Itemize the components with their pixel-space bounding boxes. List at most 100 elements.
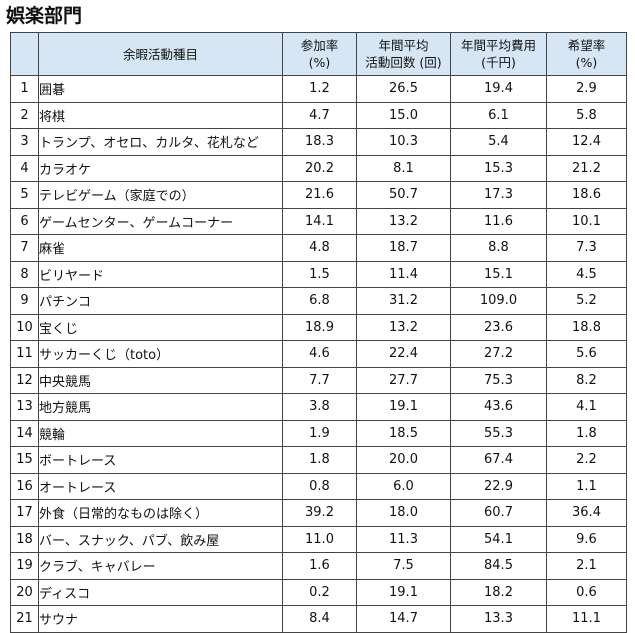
- participation-cell: 11.0: [282, 525, 357, 553]
- table-row: 15 ボートレース 1.8 20.0 67.4 2.2: [10, 446, 627, 474]
- participation-cell: 3.8: [282, 393, 357, 421]
- frequency-cell: 19.1: [356, 578, 451, 606]
- desire-cell: 5.8: [546, 101, 627, 129]
- desire-cell: 21.2: [546, 154, 627, 182]
- frequency-cell: 11.4: [356, 260, 451, 288]
- table-row: 4 カラオケ 20.2 8.1 15.3 21.2: [10, 154, 627, 182]
- row-number: 14: [10, 419, 39, 447]
- row-number: 1: [10, 75, 39, 103]
- table-row: 20 ディスコ 0.2 19.1 18.2 0.6: [10, 578, 627, 606]
- cost-cell: 67.4: [450, 446, 547, 474]
- desire-cell: 4.1: [546, 393, 627, 421]
- frequency-cell: 13.2: [356, 207, 451, 235]
- frequency-cell: 27.7: [356, 366, 451, 394]
- activity-cell: ボートレース: [38, 446, 283, 474]
- desire-cell: 4.5: [546, 260, 627, 288]
- header-cost-line1: 年間平均費用: [460, 38, 536, 53]
- row-number: 13: [10, 393, 39, 421]
- table-row: 14 競輪 1.9 18.5 55.3 1.8: [10, 419, 627, 447]
- row-number: 15: [10, 446, 39, 474]
- row-number: 12: [10, 366, 39, 394]
- activity-cell: サッカーくじ（toto）: [38, 340, 283, 368]
- cost-cell: 55.3: [450, 419, 547, 447]
- frequency-cell: 14.7: [356, 605, 451, 633]
- activity-cell: 麻雀: [38, 234, 283, 262]
- participation-cell: 21.6: [282, 181, 357, 209]
- desire-cell: 2.1: [546, 552, 627, 580]
- header-frequency-line1: 年間平均: [378, 38, 429, 53]
- participation-cell: 18.3: [282, 128, 357, 156]
- cost-cell: 84.5: [450, 552, 547, 580]
- header-cost: 年間平均費用 (千円): [450, 32, 547, 76]
- desire-cell: 8.2: [546, 366, 627, 394]
- activity-cell: 将棋: [38, 101, 283, 129]
- frequency-cell: 20.0: [356, 446, 451, 474]
- desire-cell: 36.4: [546, 499, 627, 527]
- desire-cell: 11.1: [546, 605, 627, 633]
- participation-cell: 18.9: [282, 313, 357, 341]
- activity-cell: 競輪: [38, 419, 283, 447]
- row-number: 3: [10, 128, 39, 156]
- activity-cell: オートレース: [38, 472, 283, 500]
- header-activity: 余暇活動種目: [38, 32, 283, 76]
- activity-cell: テレビゲーム（家庭での）: [38, 181, 283, 209]
- header-desire-line1: 希望率: [567, 38, 606, 53]
- row-number: 6: [10, 207, 39, 235]
- participation-cell: 4.8: [282, 234, 357, 262]
- row-number: 18: [10, 525, 39, 553]
- activity-cell: トランプ、オセロ、カルタ、花札など: [38, 128, 283, 156]
- activity-cell: ゲームセンター、ゲームコーナー: [38, 207, 283, 235]
- leisure-table: 余暇活動種目 参加率 (%) 年間平均 活動回数 (回) 年間平均費用 (千円)…: [10, 32, 627, 633]
- desire-cell: 5.6: [546, 340, 627, 368]
- row-number: 10: [10, 313, 39, 341]
- participation-cell: 1.5: [282, 260, 357, 288]
- table-row: 10 宝くじ 18.9 13.2 23.6 18.8: [10, 313, 627, 341]
- cost-cell: 109.0: [450, 287, 547, 315]
- activity-cell: クラブ、キャバレー: [38, 552, 283, 580]
- frequency-cell: 22.4: [356, 340, 451, 368]
- cost-cell: 8.8: [450, 234, 547, 262]
- desire-cell: 5.2: [546, 287, 627, 315]
- frequency-cell: 50.7: [356, 181, 451, 209]
- activity-cell: カラオケ: [38, 154, 283, 182]
- table-row: 6 ゲームセンター、ゲームコーナー 14.1 13.2 11.6 10.1: [10, 207, 627, 235]
- desire-cell: 1.1: [546, 472, 627, 500]
- participation-cell: 1.6: [282, 552, 357, 580]
- cost-cell: 54.1: [450, 525, 547, 553]
- table-row: 2 将棋 4.7 15.0 6.1 5.8: [10, 101, 627, 129]
- participation-cell: 0.8: [282, 472, 357, 500]
- desire-cell: 12.4: [546, 128, 627, 156]
- row-number: 17: [10, 499, 39, 527]
- cost-cell: 13.3: [450, 605, 547, 633]
- frequency-cell: 15.0: [356, 101, 451, 129]
- activity-cell: 地方競馬: [38, 393, 283, 421]
- row-number: 8: [10, 260, 39, 288]
- header-no: [10, 32, 39, 76]
- frequency-cell: 13.2: [356, 313, 451, 341]
- frequency-cell: 7.5: [356, 552, 451, 580]
- desire-cell: 1.8: [546, 419, 627, 447]
- desire-cell: 7.3: [546, 234, 627, 262]
- desire-cell: 9.6: [546, 525, 627, 553]
- participation-cell: 14.1: [282, 207, 357, 235]
- cost-cell: 43.6: [450, 393, 547, 421]
- desire-cell: 18.8: [546, 313, 627, 341]
- row-number: 16: [10, 472, 39, 500]
- row-number: 2: [10, 101, 39, 129]
- cost-cell: 6.1: [450, 101, 547, 129]
- table-row: 17 外食（日常的なものは除く） 39.2 18.0 60.7 36.4: [10, 499, 627, 527]
- header-participation-line2: (%): [308, 55, 331, 70]
- activity-cell: 囲碁: [38, 75, 283, 103]
- activity-cell: バー、スナック、パブ、飲み屋: [38, 525, 283, 553]
- participation-cell: 1.8: [282, 446, 357, 474]
- activity-cell: ビリヤード: [38, 260, 283, 288]
- header-participation: 参加率 (%): [282, 32, 357, 76]
- frequency-cell: 11.3: [356, 525, 451, 553]
- header-frequency: 年間平均 活動回数 (回): [356, 32, 451, 76]
- activity-cell: 中央競馬: [38, 366, 283, 394]
- cost-cell: 75.3: [450, 366, 547, 394]
- table-row: 7 麻雀 4.8 18.7 8.8 7.3: [10, 234, 627, 262]
- page-title: 娯楽部門: [6, 5, 83, 27]
- cost-cell: 11.6: [450, 207, 547, 235]
- frequency-cell: 6.0: [356, 472, 451, 500]
